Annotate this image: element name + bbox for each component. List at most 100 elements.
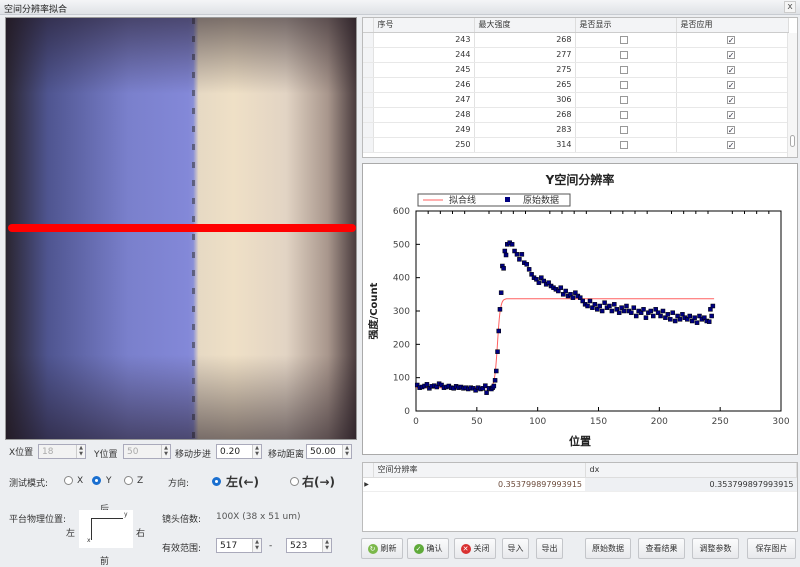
step-input[interactable]: 0.20 ▲ ▼ (216, 444, 262, 459)
intensity-table[interactable]: 序号 最大强度 是否显示 是否应用 243 268 ✓ 244 277 ✓ 24… (362, 17, 798, 158)
apply-checkbox[interactable]: ✓ (726, 80, 735, 90)
max-intensity-cell[interactable]: 265 (474, 77, 576, 93)
mode-z-radio[interactable] (124, 476, 133, 485)
show-checkbox[interactable] (620, 50, 628, 59)
adjust-params-button[interactable]: 调整参数 (692, 538, 739, 559)
apply-cell[interactable]: ✓ (676, 137, 789, 153)
export-button[interactable]: 导出 (536, 538, 563, 559)
col-header-id[interactable]: 序号 (373, 18, 475, 33)
id-cell[interactable]: 244 (373, 47, 475, 63)
show-checkbox[interactable] (620, 140, 628, 149)
save-image-button[interactable]: 保存图片 (747, 538, 796, 559)
show-checkbox[interactable] (620, 35, 628, 44)
show-cell[interactable] (575, 62, 677, 78)
col-header-resolution[interactable]: 空间分辨率 (373, 463, 586, 478)
max-intensity-cell[interactable]: 268 (474, 32, 576, 48)
mode-x-radio[interactable] (64, 476, 73, 485)
id-cell[interactable]: 246 (373, 77, 475, 93)
show-checkbox[interactable] (620, 95, 628, 104)
raw-data-button[interactable]: 原始数据 (585, 538, 631, 559)
scrollbar-thumb[interactable] (790, 135, 795, 147)
id-cell[interactable]: 249 (373, 122, 475, 138)
y-position-input[interactable]: 50 ▲ ▼ (123, 444, 171, 459)
max-intensity-cell[interactable]: 314 (474, 137, 576, 153)
dx-value[interactable]: 0.353799897993915 (585, 477, 797, 492)
spin-arrows-icon[interactable]: ▲ ▼ (76, 445, 85, 458)
spin-arrows-icon[interactable]: ▲ ▼ (252, 539, 261, 552)
table-scrollbar[interactable] (787, 33, 797, 157)
table-row[interactable]: 250 314 ✓ (363, 137, 789, 153)
raw-data-point (672, 318, 678, 324)
table-row[interactable]: 244 277 ✓ (363, 47, 789, 63)
apply-checkbox[interactable]: ✓ (726, 140, 735, 150)
show-cell[interactable] (575, 32, 677, 48)
table-row[interactable]: 247 306 ✓ (363, 92, 789, 108)
table-row[interactable]: 243 268 ✓ (363, 32, 789, 48)
range-to-input[interactable]: 523 ▲ ▼ (286, 538, 332, 553)
max-intensity-cell[interactable]: 283 (474, 122, 576, 138)
close-window-button[interactable]: x (784, 1, 796, 13)
show-cell[interactable] (575, 92, 677, 108)
table-row[interactable]: 248 268 ✓ (363, 107, 789, 123)
show-cell[interactable] (575, 122, 677, 138)
show-checkbox[interactable] (620, 125, 628, 134)
apply-cell[interactable]: ✓ (676, 107, 789, 123)
refresh-icon: ↻ (367, 543, 378, 554)
show-cell[interactable] (575, 77, 677, 93)
show-cell[interactable] (575, 137, 677, 153)
view-result-button[interactable]: 查看结果 (638, 538, 685, 559)
apply-checkbox[interactable]: ✓ (726, 50, 735, 60)
id-cell[interactable]: 248 (373, 107, 475, 123)
show-checkbox[interactable] (620, 65, 628, 74)
resolution-value[interactable]: 0.353799897993915 (373, 477, 585, 492)
apply-cell[interactable]: ✓ (676, 62, 789, 78)
apply-cell[interactable]: ✓ (676, 77, 789, 93)
id-cell[interactable]: 250 (373, 137, 475, 153)
max-intensity-cell[interactable]: 268 (474, 107, 576, 123)
apply-checkbox[interactable]: ✓ (726, 110, 735, 120)
max-intensity-cell[interactable]: 306 (474, 92, 576, 108)
col-header-max[interactable]: 最大强度 (474, 18, 576, 33)
spin-arrows-icon[interactable]: ▲ ▼ (161, 445, 170, 458)
col-header-apply[interactable]: 是否应用 (676, 18, 789, 33)
spin-arrows-icon[interactable]: ▲ ▼ (322, 539, 331, 552)
mode-y-radio[interactable] (92, 476, 101, 485)
id-cell[interactable]: 247 (373, 92, 475, 108)
confirm-button[interactable]: ✓ 确认 (407, 538, 449, 559)
id-cell[interactable]: 245 (373, 62, 475, 78)
direction-left-radio[interactable] (212, 477, 221, 486)
spin-arrows-icon[interactable]: ▲ ▼ (252, 445, 261, 458)
scan-line[interactable] (8, 224, 356, 232)
col-header-show[interactable]: 是否显示 (575, 18, 677, 33)
range-from-input[interactable]: 517 ▲ ▼ (216, 538, 262, 553)
show-cell[interactable] (575, 107, 677, 123)
refresh-button[interactable]: ↻ 刷新 (361, 538, 403, 559)
result-table[interactable]: 空间分辨率 dx ▶ 0.353799897993915 0.353799897… (362, 462, 798, 532)
apply-checkbox[interactable]: ✓ (726, 125, 735, 135)
apply-checkbox[interactable]: ✓ (726, 95, 735, 105)
table-row[interactable]: 246 265 ✓ (363, 77, 789, 93)
show-cell[interactable] (575, 47, 677, 63)
table-row[interactable]: ▶ 0.353799897993915 0.353799897993915 (363, 477, 797, 492)
table-row[interactable]: 249 283 ✓ (363, 122, 789, 138)
max-intensity-cell[interactable]: 277 (474, 47, 576, 63)
apply-cell[interactable]: ✓ (676, 122, 789, 138)
apply-cell[interactable]: ✓ (676, 47, 789, 63)
col-header-dx[interactable]: dx (585, 463, 797, 478)
max-intensity-cell[interactable]: 275 (474, 62, 576, 78)
spin-arrows-icon[interactable]: ▲ ▼ (342, 445, 351, 458)
direction-right-radio[interactable] (290, 477, 299, 486)
camera-image[interactable] (5, 17, 357, 440)
import-button[interactable]: 导入 (502, 538, 529, 559)
show-checkbox[interactable] (620, 110, 628, 119)
apply-cell[interactable]: ✓ (676, 32, 789, 48)
apply-checkbox[interactable]: ✓ (726, 35, 735, 45)
apply-checkbox[interactable]: ✓ (726, 65, 735, 75)
show-checkbox[interactable] (620, 80, 628, 89)
close-button[interactable]: ✕ 关闭 (454, 538, 496, 559)
id-cell[interactable]: 243 (373, 32, 475, 48)
distance-input[interactable]: 50.00 ▲ ▼ (306, 444, 352, 459)
apply-cell[interactable]: ✓ (676, 92, 789, 108)
table-row[interactable]: 245 275 ✓ (363, 62, 789, 78)
x-position-input[interactable]: 18 ▲ ▼ (38, 444, 86, 459)
